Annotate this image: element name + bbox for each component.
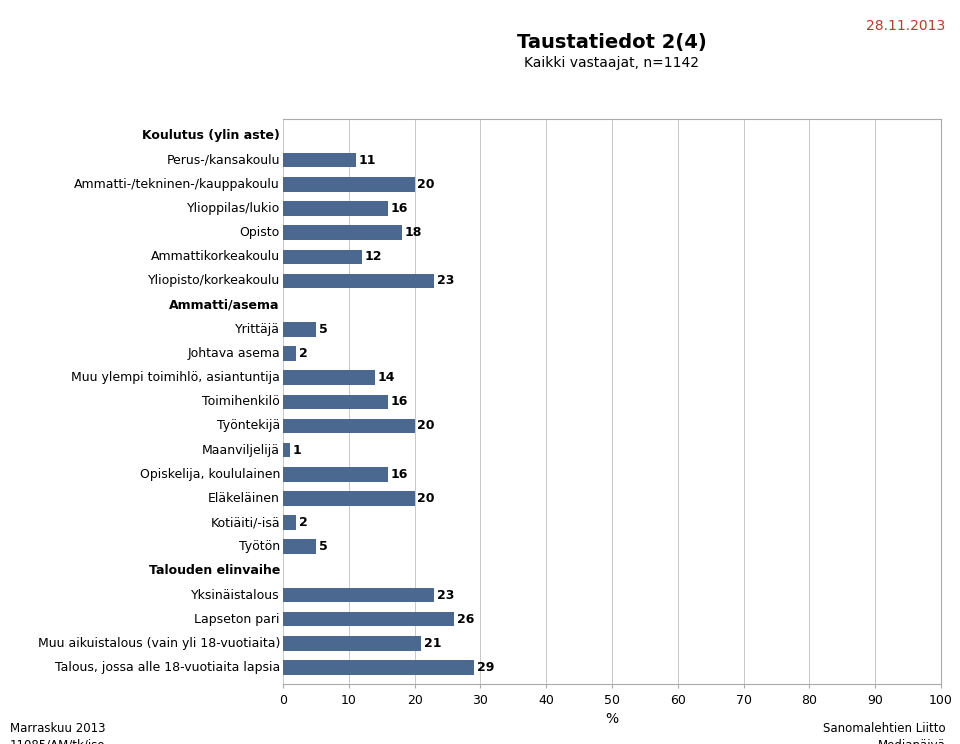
Text: 5: 5 (319, 323, 327, 336)
Bar (283, 322, 316, 336)
Text: Marraskuu 2013: Marraskuu 2013 (0, 743, 1, 744)
Text: Sanomalehtien Liitto
Mediapäivä: Sanomalehtien Liitto Mediapäivä (823, 722, 946, 744)
Bar (283, 491, 415, 506)
Text: Työntekijä: Työntekijä (217, 420, 280, 432)
Text: Opiskelija, koululainen: Opiskelija, koululainen (139, 468, 280, 481)
Text: 28.11.2013: 28.11.2013 (866, 19, 946, 33)
Text: 16: 16 (391, 202, 408, 215)
Bar (283, 636, 421, 651)
X-axis label: %: % (606, 712, 618, 726)
Text: Ammatti/asema: Ammatti/asema (169, 298, 280, 312)
Text: 23: 23 (437, 275, 454, 287)
Text: Yliopisto/korkeakoulu: Yliopisto/korkeakoulu (148, 275, 280, 287)
Text: 23: 23 (437, 589, 454, 602)
Text: Lapseton pari: Lapseton pari (195, 613, 280, 626)
Text: Kaikki vastaajat, n=1142: Kaikki vastaajat, n=1142 (524, 56, 700, 70)
Bar (283, 516, 297, 530)
Text: Muu ylempi toimihlö, asiantuntija: Muu ylempi toimihlö, asiantuntija (71, 371, 280, 384)
Text: 5: 5 (319, 540, 327, 554)
Text: Marraskuu 2013
11085/AM/tk/jso: Marraskuu 2013 11085/AM/tk/jso (10, 722, 105, 744)
Text: 20: 20 (418, 420, 435, 432)
Text: Perus-/kansakoulu: Perus-/kansakoulu (166, 153, 280, 167)
Text: 16: 16 (391, 395, 408, 408)
Text: Johtava asema: Johtava asema (187, 347, 280, 360)
Text: Talous, jossa alle 18-vuotiaita lapsia: Talous, jossa alle 18-vuotiaita lapsia (55, 661, 280, 674)
Text: Yrittäjä: Yrittäjä (235, 323, 280, 336)
Text: 14: 14 (378, 371, 396, 384)
Bar (283, 346, 297, 361)
Bar (283, 371, 375, 385)
Text: Talouden elinvaihe: Talouden elinvaihe (149, 565, 280, 577)
Text: Muu aikuistalous (vain yli 18-vuotiaita): Muu aikuistalous (vain yli 18-vuotiaita) (37, 637, 280, 650)
Bar (283, 394, 389, 409)
Bar (283, 249, 362, 264)
Text: Taustatiedot 2(4): Taustatiedot 2(4) (517, 33, 707, 53)
Text: 18: 18 (404, 226, 421, 239)
Text: Työtön: Työtön (239, 540, 280, 554)
Text: 2: 2 (299, 347, 308, 360)
Bar (283, 153, 355, 167)
Bar (283, 201, 389, 216)
Bar (283, 225, 401, 240)
Text: Kotiäiti/-isä: Kotiäiti/-isä (210, 516, 280, 529)
Text: 11: 11 (358, 153, 375, 167)
Bar (283, 274, 435, 288)
Text: Toimihenkilö: Toimihenkilö (203, 395, 280, 408)
Bar (283, 588, 435, 603)
Text: 16: 16 (391, 468, 408, 481)
Text: Ammattikorkeakoulu: Ammattikorkeakoulu (151, 250, 280, 263)
Text: 1: 1 (293, 443, 301, 457)
Bar (283, 419, 415, 433)
Bar (283, 443, 290, 458)
Text: Maanviljelijä: Maanviljelijä (202, 443, 280, 457)
Text: 26: 26 (457, 613, 474, 626)
Text: 20: 20 (418, 178, 435, 190)
Bar (283, 177, 415, 191)
Text: Opisto: Opisto (240, 226, 280, 239)
Text: 2: 2 (299, 516, 308, 529)
Text: Ammatti-/tekninen-/kauppakoulu: Ammatti-/tekninen-/kauppakoulu (74, 178, 280, 190)
Text: 29: 29 (476, 661, 493, 674)
Text: 11085/AM/tk/jso: 11085/AM/tk/jso (0, 743, 1, 744)
Bar (283, 539, 316, 554)
Text: 20: 20 (418, 492, 435, 505)
Text: Yksinäistalous: Yksinäistalous (191, 589, 280, 602)
Bar (283, 612, 454, 626)
Bar (283, 467, 389, 481)
Text: Ylioppilas/lukio: Ylioppilas/lukio (186, 202, 280, 215)
Text: 21: 21 (424, 637, 442, 650)
Text: taloustutkimus oy: taloustutkimus oy (16, 24, 194, 42)
Text: Eläkeläinen: Eläkeläinen (208, 492, 280, 505)
Text: Koulutus (ylin aste): Koulutus (ylin aste) (142, 129, 280, 142)
Bar (283, 661, 474, 675)
Text: 12: 12 (365, 250, 382, 263)
